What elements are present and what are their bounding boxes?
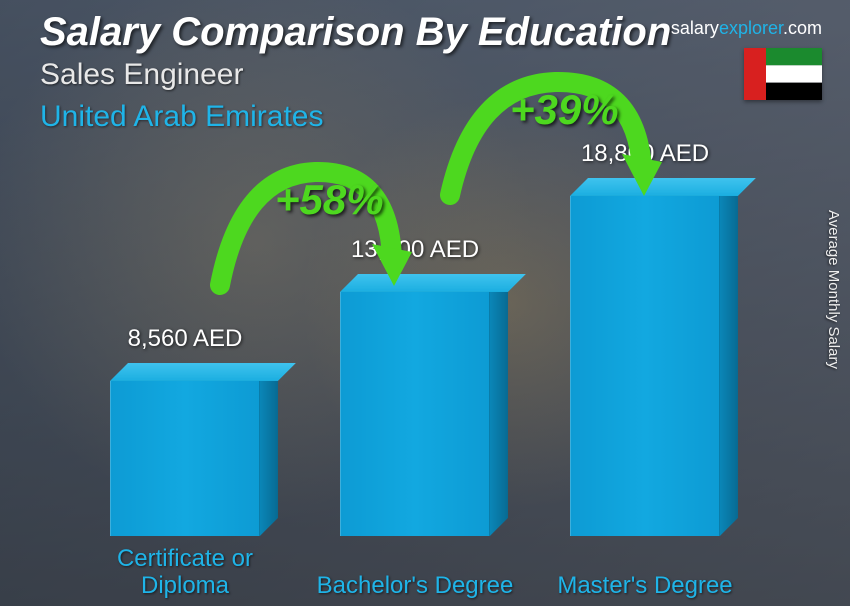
bar-value: 18,800 AED xyxy=(545,140,745,168)
job-title: Sales Engineer xyxy=(40,58,243,92)
bar-category: Certificate or Diploma xyxy=(75,545,295,600)
page-title: Salary Comparison By Education xyxy=(40,10,671,55)
brand-prefix: salary xyxy=(671,18,719,38)
increase-pct: +39% xyxy=(510,86,619,134)
bar-value: 13,500 AED xyxy=(315,236,515,264)
brand-suffix: .com xyxy=(783,18,822,38)
flag-uae xyxy=(744,48,822,100)
bar-category: Master's Degree xyxy=(535,572,755,600)
bar-value: 8,560 AED xyxy=(85,325,285,353)
increase-pct: +58% xyxy=(275,176,384,224)
brand-accent: explorer xyxy=(719,18,783,38)
y-axis-label: Average Monthly Salary xyxy=(825,210,842,369)
salary-bar-chart: 8,560 AEDCertificate or Diploma13,500 AE… xyxy=(80,160,740,536)
country-label: United Arab Emirates xyxy=(40,100,323,134)
bar-category: Bachelor's Degree xyxy=(305,572,525,600)
infographic-container: Salary Comparison By Education Sales Eng… xyxy=(0,0,850,606)
brand-label: salaryexplorer.com xyxy=(671,18,822,39)
